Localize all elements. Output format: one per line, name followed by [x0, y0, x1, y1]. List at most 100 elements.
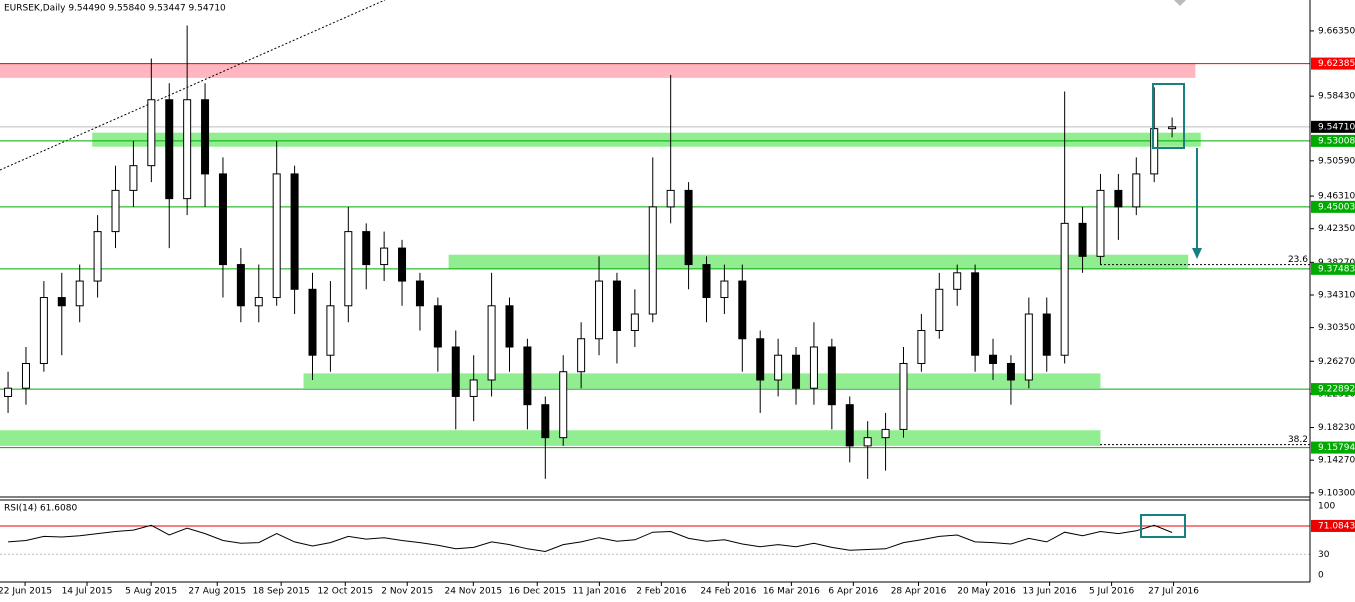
y-tick-label: 9.30350 [1318, 323, 1355, 333]
candle-body [1168, 126, 1177, 130]
zones [0, 63, 1201, 446]
candle-body [254, 297, 263, 307]
candles [4, 25, 1177, 479]
candle-body [648, 206, 657, 315]
candle-body [523, 346, 532, 406]
y-tick-label: 9.58430 [1318, 92, 1355, 102]
y-tick-label: 9.34310 [1318, 290, 1355, 300]
candle-body [935, 288, 944, 332]
level-label: 9.45003 [1318, 202, 1355, 212]
candle-body [1024, 313, 1033, 381]
candle-body [308, 288, 317, 356]
x-tick-label: 11 Jan 2016 [572, 587, 626, 597]
candle-body [774, 354, 783, 381]
x-tick-label: 6 Apr 2016 [828, 587, 878, 597]
candle-body [899, 362, 908, 430]
candle-body [738, 280, 747, 340]
rsi-level-box [1311, 519, 1355, 532]
x-tick-label: 13 Jun 2016 [1023, 587, 1077, 597]
candle-body [1042, 313, 1051, 356]
x-tick-label: 27 Jul 2016 [1148, 587, 1199, 597]
candle-body [380, 247, 389, 266]
candle-body [290, 173, 299, 290]
x-tick-label: 14 Jul 2015 [62, 587, 113, 597]
candle-body [809, 346, 818, 389]
candle-body [1114, 189, 1123, 208]
x-tick-label: 28 Apr 2016 [891, 587, 947, 597]
candle-body [451, 346, 460, 397]
candle-body [111, 189, 120, 233]
rsi-line [8, 524, 1173, 553]
y-tick-label: 9.14270 [1318, 456, 1355, 466]
candle-body [827, 346, 836, 406]
level-box [1311, 383, 1355, 396]
rsi-tick-label: 30 [1318, 550, 1330, 560]
candle-body [1060, 222, 1069, 356]
candle-body [1132, 173, 1141, 208]
candle-body [129, 165, 138, 191]
candle-body [630, 313, 639, 332]
x-tick-label: 16 Dec 2015 [509, 587, 567, 597]
candle-body [326, 305, 335, 356]
candle-body [415, 280, 424, 307]
candle-body [541, 404, 550, 439]
fib-label: 23.6 [1288, 255, 1308, 265]
candle-body [433, 305, 442, 348]
zone [0, 430, 1101, 446]
y-tick-label: 9.10300 [1318, 488, 1355, 498]
candle-body [93, 231, 102, 282]
zone [0, 63, 1196, 78]
rsi-panel [0, 524, 1310, 555]
x-tick-label: 22 Jun 2015 [0, 587, 52, 597]
chart-title: EURSEK,Daily 9.54490 9.55840 9.53447 9.5… [4, 4, 226, 14]
level-label: 9.22892 [1318, 385, 1355, 395]
y-tick-label: 9.46310 [1318, 192, 1355, 202]
x-tick-label: 24 Feb 2016 [700, 587, 756, 597]
candle-body [863, 437, 872, 447]
candle-body [881, 428, 890, 439]
candle-body [971, 272, 980, 356]
x-tick-label: 5 Aug 2015 [125, 587, 177, 597]
candle-body [487, 305, 496, 381]
candle-body [1078, 222, 1087, 257]
level-box [1311, 120, 1355, 133]
candle-body [953, 272, 962, 290]
rsi-level-label: 71.0843 [1318, 521, 1355, 531]
marker [1174, 0, 1186, 6]
x-tick-label: 5 Jul 2016 [1089, 587, 1134, 597]
rsi-title: RSI(14) 61.6080 [4, 504, 77, 514]
candle-body [577, 338, 586, 373]
candle-body [756, 338, 765, 381]
candle-body [1006, 362, 1015, 381]
candle-body [1150, 128, 1159, 175]
highlight-box [1152, 83, 1185, 149]
candle-body [612, 280, 621, 332]
x-tick-label: 18 Sep 2015 [253, 587, 310, 597]
candle-body [398, 247, 407, 282]
x-tick-label: 20 May 2016 [957, 587, 1016, 597]
level-box [1311, 57, 1355, 70]
candle-body [702, 264, 711, 299]
x-tick-label: 27 Aug 2015 [188, 587, 246, 597]
candle-body [272, 173, 281, 299]
candle-body [666, 189, 675, 208]
candle-body [792, 354, 801, 389]
x-tick-label: 12 Oct 2015 [317, 587, 373, 597]
candle-body [595, 280, 604, 340]
candle-body [236, 264, 245, 307]
candle-body [75, 280, 84, 307]
candle-body [362, 231, 371, 266]
candle-body [57, 297, 66, 307]
candle-body [39, 297, 48, 364]
level-box [1311, 200, 1355, 213]
x-tick-label: 2 Feb 2016 [636, 587, 687, 597]
x-tick-label: 2 Nov 2015 [381, 587, 433, 597]
zone [448, 254, 1189, 269]
y-tick-label: 9.18230 [1318, 423, 1355, 433]
candle-body [165, 99, 174, 200]
x-tick-label: 16 Mar 2016 [763, 587, 820, 597]
highlight-box [1140, 514, 1186, 538]
arrow-head [1192, 248, 1202, 259]
